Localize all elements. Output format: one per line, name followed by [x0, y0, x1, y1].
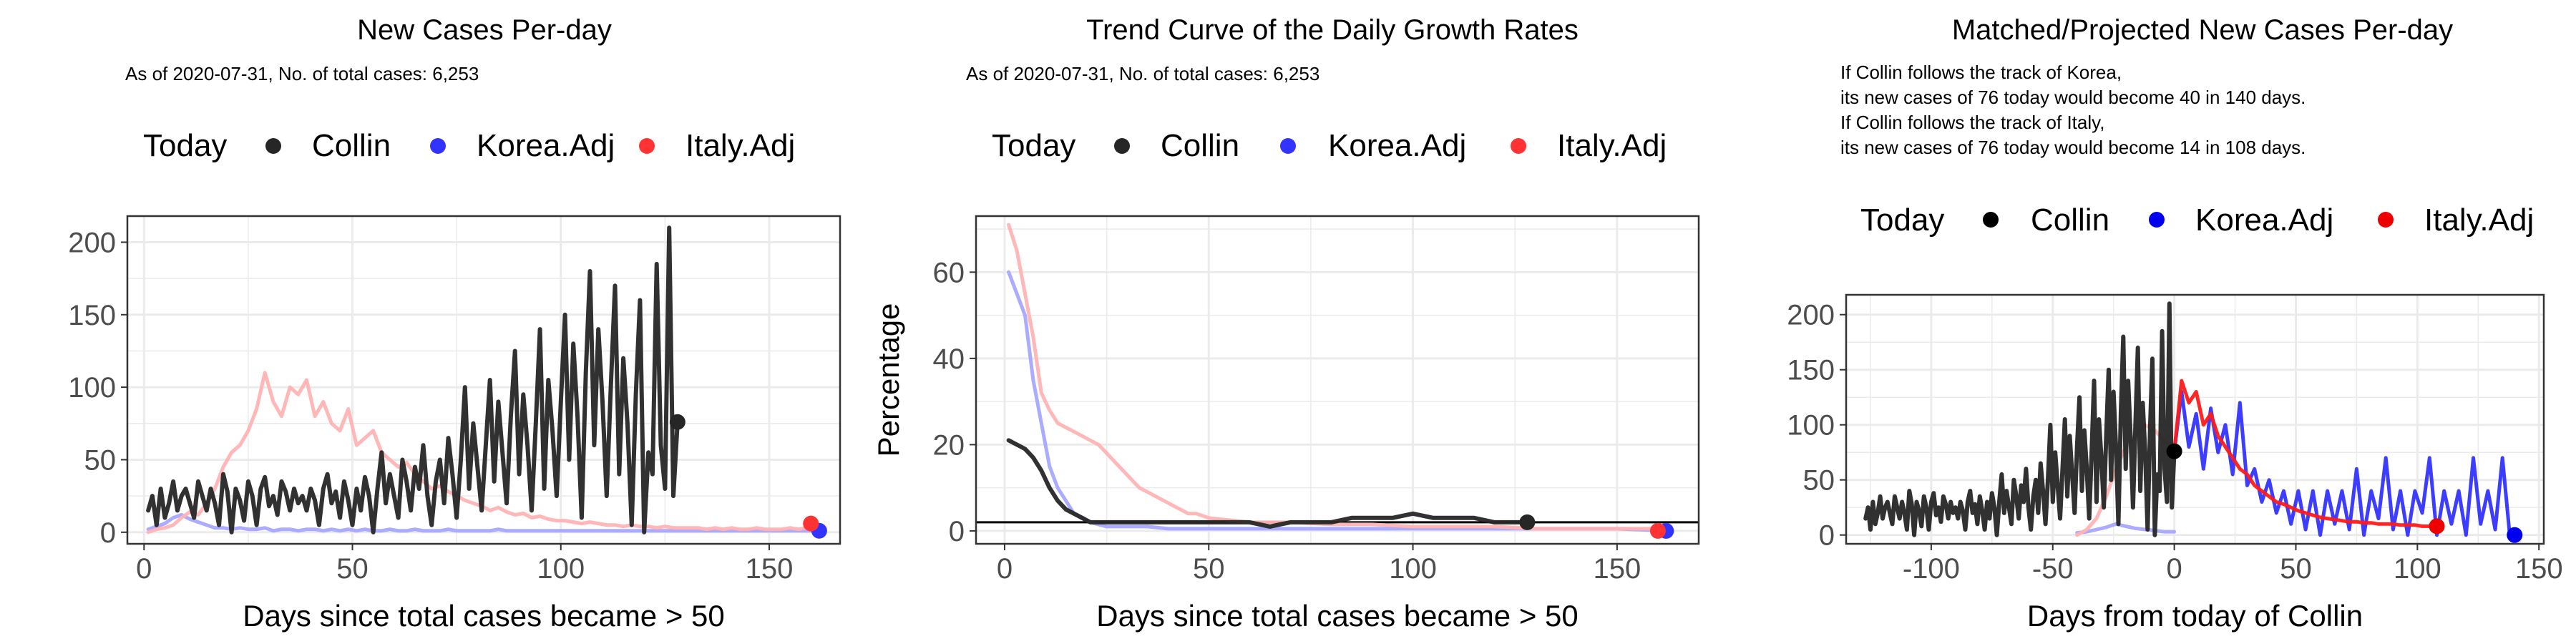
panel-projected: Matched/Projected New Cases Per-day If C…: [1787, 14, 2562, 633]
today-marker-italy-adj: [2429, 518, 2445, 535]
series-line-korea-adj: [1007, 270, 1668, 533]
panel-3-note-2: its new cases of 76 today would become 4…: [1840, 87, 2306, 108]
x-tick-label: -50: [2032, 553, 2074, 585]
panel-3-note-3: If Collin follows the track of Italy,: [1840, 112, 2104, 133]
panel-border: [975, 215, 1700, 545]
series-line-italy-adj: [1007, 223, 1660, 531]
panel-border: [1845, 293, 2545, 545]
legend-label-collin: Collin: [1161, 128, 1239, 163]
today-marker-italy-adj: [1649, 522, 1666, 539]
series-line-korea-adj-matched-: [2075, 522, 2177, 535]
x-tick-label: 50: [1193, 553, 1225, 585]
legend-key-italy: [639, 138, 655, 154]
y-axis-title: Percentage: [872, 303, 905, 457]
legend-key-korea: [1280, 138, 1296, 154]
y-tick-label: 100: [68, 372, 116, 404]
x-tick-label: 0: [997, 553, 1013, 585]
y-tick-label: 60: [933, 257, 965, 288]
panel-1-plot: 0 50 100 150 0 50 100 150 200 Days since total ca…: [68, 215, 841, 633]
today-marker-collin: [1519, 514, 1536, 530]
today-marker-collin: [669, 414, 686, 430]
x-tick-label: 0: [136, 553, 152, 585]
panel-3-plot: -100 -50 0 50 100 150 0 50 100 150 200 Days from to…: [1787, 293, 2563, 633]
today-marker-korea-adj: [2507, 527, 2523, 543]
y-tick-label: 200: [68, 227, 116, 258]
today-marker-collin: [2166, 443, 2182, 459]
x-tick-label: 100: [537, 553, 585, 585]
y-tick-label: 100: [1787, 410, 1835, 441]
x-tick-label: 0: [2166, 553, 2182, 585]
panel-3-note-4: its new cases of 76 today would become 1…: [1840, 137, 2306, 158]
panel-2-note: As of 2020-07-31, No. of total cases: 6,…: [966, 63, 1319, 84]
legend-label-korea: Korea.Adj: [477, 128, 615, 163]
panel-growth-rates: Trend Curve of the Daily Growth Rates As…: [872, 14, 1700, 633]
x-tick-label: 50: [2280, 553, 2312, 585]
legend-key-italy: [1511, 138, 1526, 154]
y-tick-label: 200: [1787, 300, 1835, 331]
series-line-collin: [146, 225, 680, 535]
legend-key-collin: [265, 138, 281, 154]
legend-key-italy: [2378, 212, 2394, 228]
series-line-korea-adj: [146, 513, 826, 533]
legend-label-italy: Italy.Adj: [1557, 128, 1667, 163]
legend-label-korea: Korea.Adj: [1328, 128, 1466, 163]
panel-1-note: As of 2020-07-31, No. of total cases: 6,…: [125, 63, 479, 84]
today-marker-italy-adj: [803, 515, 819, 532]
x-tick-label: 50: [336, 553, 369, 585]
x-tick-label: -100: [1903, 553, 1960, 585]
y-tick-label: 150: [68, 300, 116, 331]
y-tick-label: 50: [1803, 465, 1835, 497]
panel-2-title: Trend Curve of the Daily Growth Rates: [1086, 14, 1579, 46]
legend-label-italy: Italy.Adj: [686, 128, 795, 163]
panel-3-title: Matched/Projected New Cases Per-day: [1952, 14, 2453, 46]
legend-label-collin: Collin: [2031, 203, 2109, 238]
x-axis-title: Days from today of Collin: [2027, 599, 2363, 633]
legend-key-collin: [1114, 138, 1130, 154]
panel-2-plot: 0 50 100 150 0 20 40 60 Days since total cases b…: [872, 215, 1700, 633]
x-tick-label: 150: [2515, 553, 2563, 585]
panel-new-cases: New Cases Per-day As of 2020-07-31, No. …: [68, 14, 841, 633]
y-tick-label: 150: [1787, 355, 1835, 386]
x-tick-label: 100: [2394, 553, 2441, 585]
series-line-italy-adj: [2172, 379, 2439, 528]
panel-3-legend: Today Collin Korea.Adj Italy.Adj: [1860, 203, 2534, 238]
panel-3-note-1: If Collin follows the track of Korea,: [1840, 62, 2122, 83]
y-tick-label: 40: [933, 343, 965, 375]
panel-1-legend: Today Collin Korea.Adj Italy.Adj: [143, 128, 795, 163]
x-axis-title: Days since total cases became > 50: [1096, 599, 1579, 633]
legend-key-collin: [1983, 212, 1999, 228]
legend-title: Today: [992, 128, 1075, 163]
x-tick-label: 150: [746, 553, 794, 585]
panel-2-legend: Today Collin Korea.Adj Italy.Adj: [992, 128, 1667, 163]
legend-label-collin: Collin: [312, 128, 391, 163]
legend-label-korea: Korea.Adj: [2195, 203, 2333, 238]
legend-title: Today: [1860, 203, 1944, 238]
legend-key-korea: [430, 138, 446, 154]
x-tick-label: 150: [1594, 553, 1641, 585]
y-tick-label: 0: [100, 517, 116, 549]
legend-key-korea: [2149, 212, 2165, 228]
series-line-korea-adj: [2172, 390, 2517, 537]
panel-1-title: New Cases Per-day: [357, 14, 612, 46]
series-line-collin: [1006, 438, 1530, 529]
y-tick-label: 0: [949, 516, 965, 547]
x-axis-title: Days since total cases became > 50: [243, 599, 725, 633]
y-tick-label: 20: [933, 429, 965, 461]
y-tick-label: 50: [84, 444, 117, 476]
legend-label-italy: Italy.Adj: [2424, 203, 2534, 238]
series-line-collin: [1863, 301, 2177, 537]
y-tick-label: 0: [1819, 520, 1835, 552]
x-tick-label: 100: [1389, 553, 1437, 585]
panel-border: [126, 215, 841, 545]
legend-title: Today: [143, 128, 227, 163]
